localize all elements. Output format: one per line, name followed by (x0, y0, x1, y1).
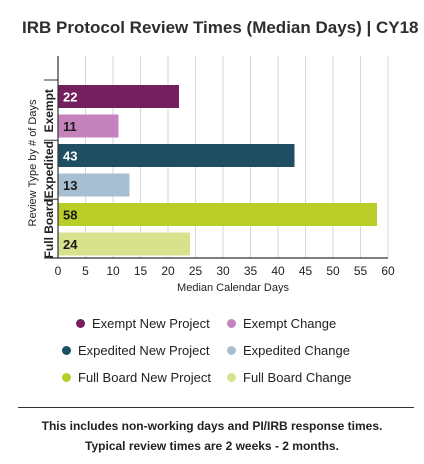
legend-item: Full Board Change (227, 370, 351, 385)
x-tick-label: 55 (354, 264, 368, 278)
x-tick-label: 10 (106, 264, 120, 278)
legend-label: Exempt New Project (92, 316, 210, 331)
legend-item: Exempt New Project (76, 316, 210, 331)
legend-label: Exempt Change (243, 316, 337, 331)
group-label: Expedited (42, 141, 56, 198)
x-tick-label: 40 (271, 264, 285, 278)
x-tick-label: 60 (381, 264, 395, 278)
footnote-line-2: Typical review times are 2 weeks - 2 mon… (85, 439, 339, 453)
bar (58, 85, 179, 108)
bar (58, 203, 377, 226)
chart-title: IRB Protocol Review Times (Median Days) … (22, 18, 419, 37)
x-tick-label: 25 (189, 264, 203, 278)
legend-item: Exempt Change (227, 316, 336, 331)
bar (58, 173, 130, 197)
legend-label: Full Board Change (243, 370, 352, 385)
y-axis-label: Review Type by # of Days (27, 99, 39, 226)
legend-swatch (62, 373, 71, 382)
x-tick-label: 5 (82, 264, 89, 278)
x-tick-label: 0 (55, 264, 62, 278)
divider-line (18, 407, 414, 408)
legend-label: Expedited New Project (78, 343, 210, 358)
legend-swatch (62, 346, 71, 355)
x-tick-label: 45 (299, 264, 313, 278)
legend-label: Full Board New Project (78, 370, 211, 385)
legend-swatch (227, 346, 236, 355)
bar-value-label: 43 (63, 149, 77, 164)
legend-swatch (227, 319, 236, 328)
legend-item: Full Board New Project (62, 370, 211, 385)
legend-item: Expedited New Project (62, 343, 210, 358)
legend-swatch (76, 319, 85, 328)
footnote-line-1: This includes non-working days and PI/IR… (41, 419, 383, 433)
bar-value-label: 22 (63, 90, 77, 105)
x-tick-label: 20 (161, 264, 175, 278)
legend-swatch (227, 373, 236, 382)
bar (58, 232, 190, 256)
bar (58, 114, 119, 138)
x-tick-label: 35 (244, 264, 258, 278)
x-axis-label: Median Calendar Days (177, 282, 289, 294)
bar-value-label: 24 (63, 237, 78, 252)
bar-value-label: 11 (63, 119, 77, 134)
bar-value-label: 13 (63, 178, 77, 193)
footnote: This includes non-working days and PI/IR… (0, 416, 424, 456)
x-tick-label: 50 (326, 264, 340, 278)
x-tick-label: 30 (216, 264, 230, 278)
x-tick-label: 15 (134, 264, 148, 278)
group-label: Full Board (42, 199, 56, 258)
legend-item: Expedited Change (227, 343, 350, 358)
bar (58, 144, 295, 167)
legend-label: Expedited Change (243, 343, 350, 358)
group-label: Exempt (42, 89, 56, 132)
bar-value-label: 58 (63, 208, 77, 223)
